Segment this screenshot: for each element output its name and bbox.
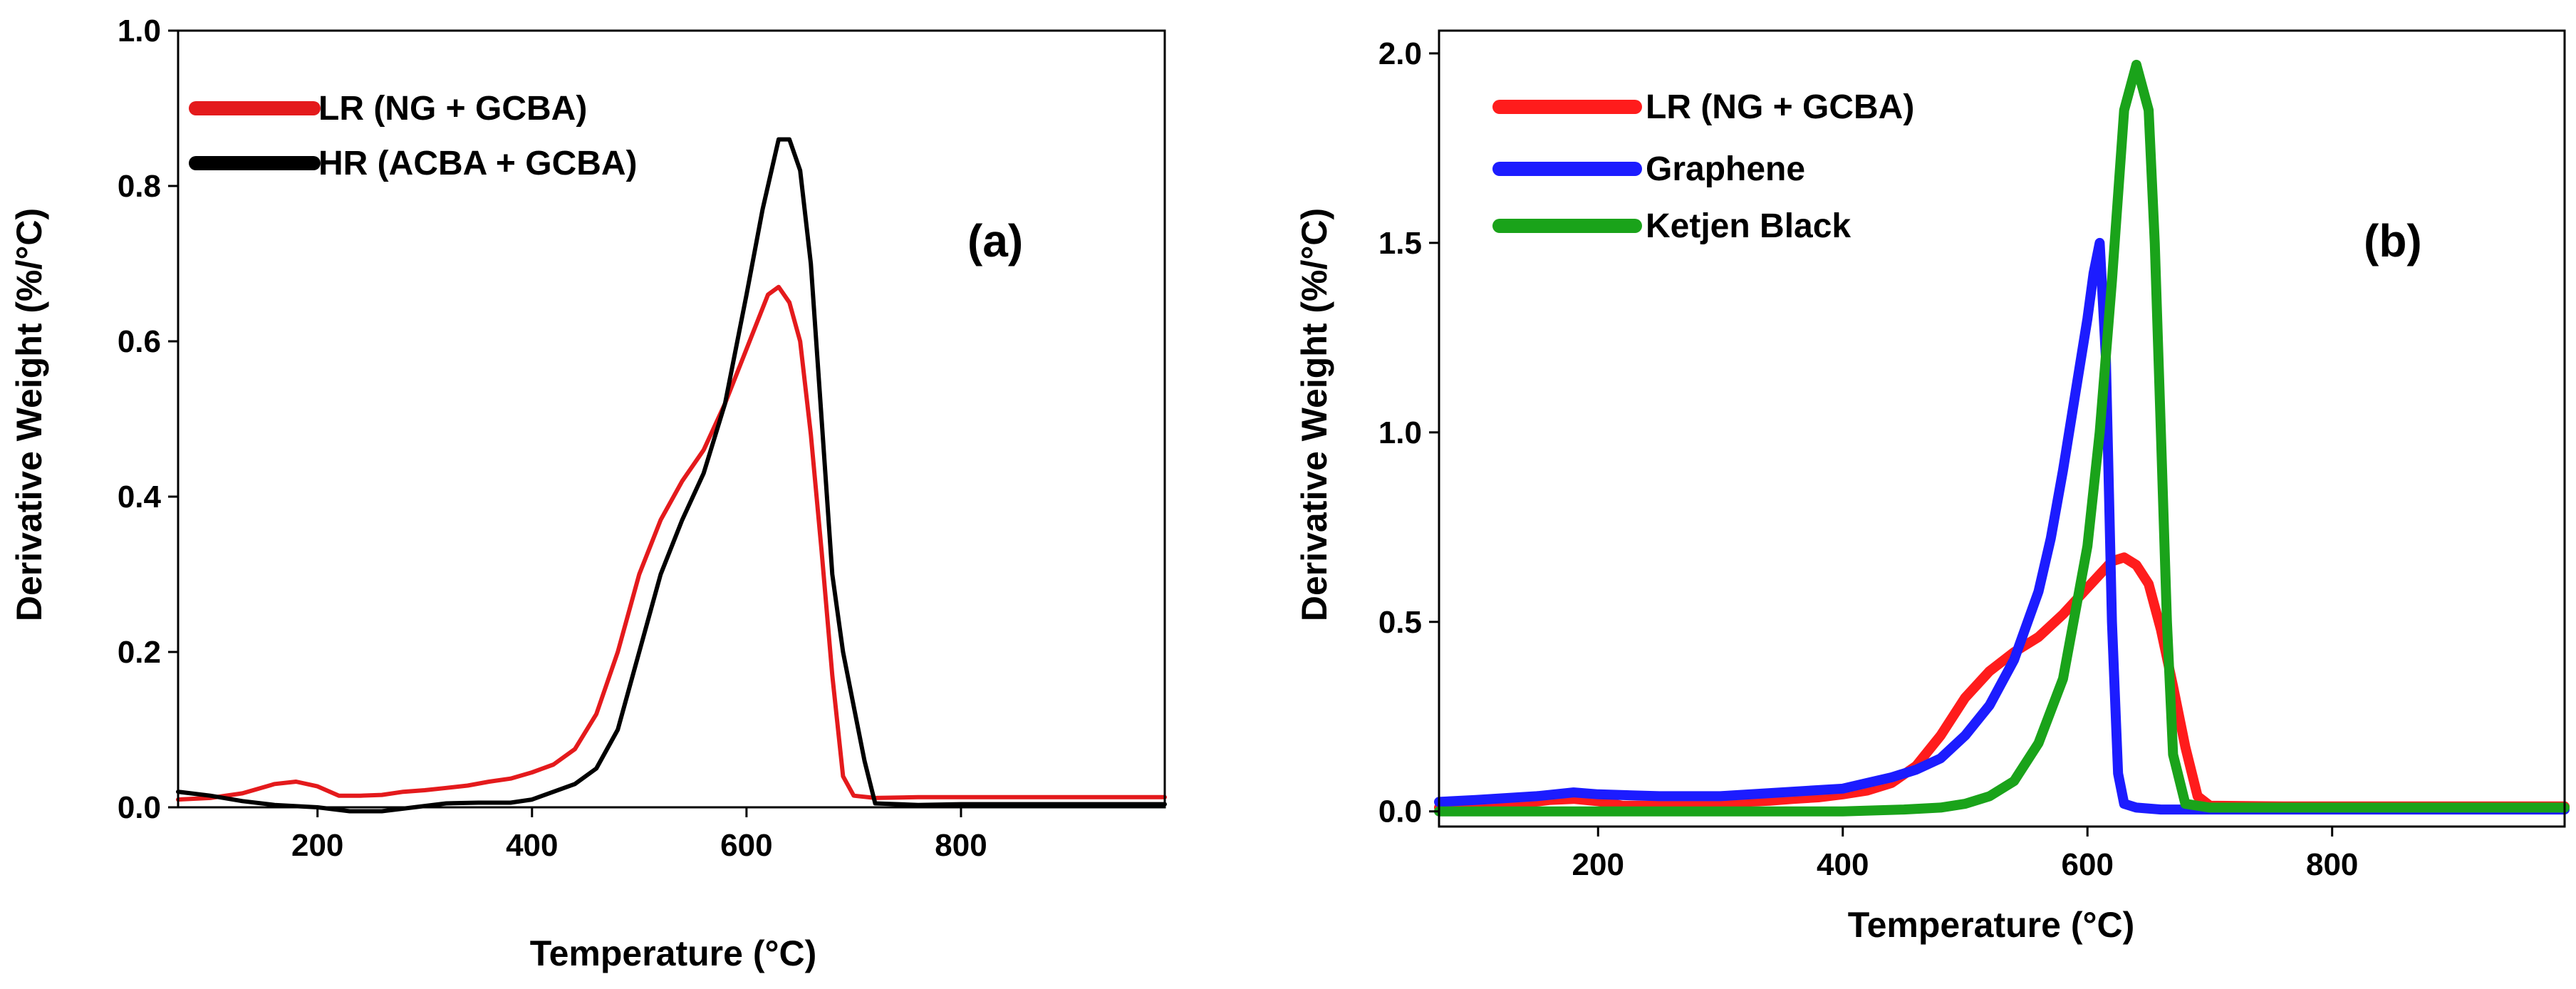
x-axis-a: 200 400 600 800 bbox=[291, 807, 987, 863]
y-axis-b: 0.0 0.5 1.0 1.5 2.0 bbox=[1378, 36, 1439, 829]
chart-panel-b: 200 400 600 800 0.0 0.5 1.0 1.5 2.0 Temperature… bbox=[1294, 29, 2570, 945]
y-tick-label-b-1: 0.5 bbox=[1378, 605, 1422, 640]
x-axis-b: 200 400 600 800 bbox=[1572, 827, 2358, 882]
x-tick-label-b-2: 600 bbox=[2062, 847, 2114, 882]
legend-b: LR (NG + GCBA) Graphene Ketjen Black bbox=[1492, 88, 1914, 245]
y-tick-label-b-2: 1.0 bbox=[1378, 415, 1422, 450]
x-tick-label-b-1: 400 bbox=[1817, 847, 1869, 882]
legend-label-a-hr: HR (ACBA + GCBA) bbox=[318, 145, 638, 182]
legend-label-b-ketjen: Ketjen Black bbox=[1646, 207, 1851, 245]
x-tick-label-a-3: 800 bbox=[935, 828, 987, 863]
legend-a: LR (NG + GCBA) HR (ACBA + GCBA) bbox=[189, 90, 638, 182]
x-axis-title-b: Temperature (°C) bbox=[1848, 905, 2134, 945]
series-line-b-2 bbox=[1434, 59, 2570, 817]
series-line-a-1 bbox=[176, 137, 1167, 814]
plot-area-b bbox=[1434, 59, 2570, 817]
x-tick-label-a-1: 400 bbox=[506, 828, 558, 863]
legend-label-a-lr: LR (NG + GCBA) bbox=[318, 90, 587, 128]
y-tick-label-a-0: 0.0 bbox=[118, 790, 161, 825]
chart-panel-a: 200 400 600 800 0.0 0.2 0.4 0.6 0.8 1.0 Temperat… bbox=[9, 14, 1167, 973]
y-tick-label-a-4: 0.8 bbox=[118, 169, 161, 204]
y-tick-label-b-3: 1.5 bbox=[1378, 226, 1422, 261]
x-tick-label-a-2: 600 bbox=[720, 828, 772, 863]
plot-frame-b bbox=[1438, 29, 2566, 828]
plot-frame-a bbox=[177, 29, 1166, 809]
x-tick-label-a-0: 200 bbox=[291, 828, 343, 863]
legend-label-b-lr: LR (NG + GCBA) bbox=[1646, 88, 1914, 126]
y-axis-title-b: Derivative Weight (%/°C) bbox=[1294, 208, 1334, 621]
y-tick-label-a-5: 1.0 bbox=[118, 14, 161, 48]
y-axis-title-a: Derivative Weight (%/°C) bbox=[9, 208, 49, 621]
y-tick-label-a-2: 0.4 bbox=[118, 480, 162, 514]
panel-label-b: (b) bbox=[2364, 215, 2422, 266]
x-tick-label-b-3: 800 bbox=[2306, 847, 2358, 882]
panel-label-a: (a) bbox=[967, 215, 1023, 266]
y-tick-label-b-0: 0.0 bbox=[1378, 794, 1422, 829]
y-tick-label-a-1: 0.2 bbox=[118, 635, 161, 670]
y-tick-label-b-4: 2.0 bbox=[1378, 36, 1422, 71]
series-line-b-1 bbox=[1434, 237, 2570, 815]
y-tick-label-a-3: 0.6 bbox=[118, 324, 161, 359]
x-tick-label-b-0: 200 bbox=[1572, 847, 1624, 882]
legend-label-b-graphene: Graphene bbox=[1646, 150, 1805, 188]
y-axis-a: 0.0 0.2 0.4 0.6 0.8 1.0 bbox=[118, 14, 178, 825]
series-line-a-0 bbox=[176, 284, 1167, 802]
x-axis-title-a: Temperature (°C) bbox=[530, 933, 816, 973]
plot-area-a bbox=[176, 137, 1167, 814]
